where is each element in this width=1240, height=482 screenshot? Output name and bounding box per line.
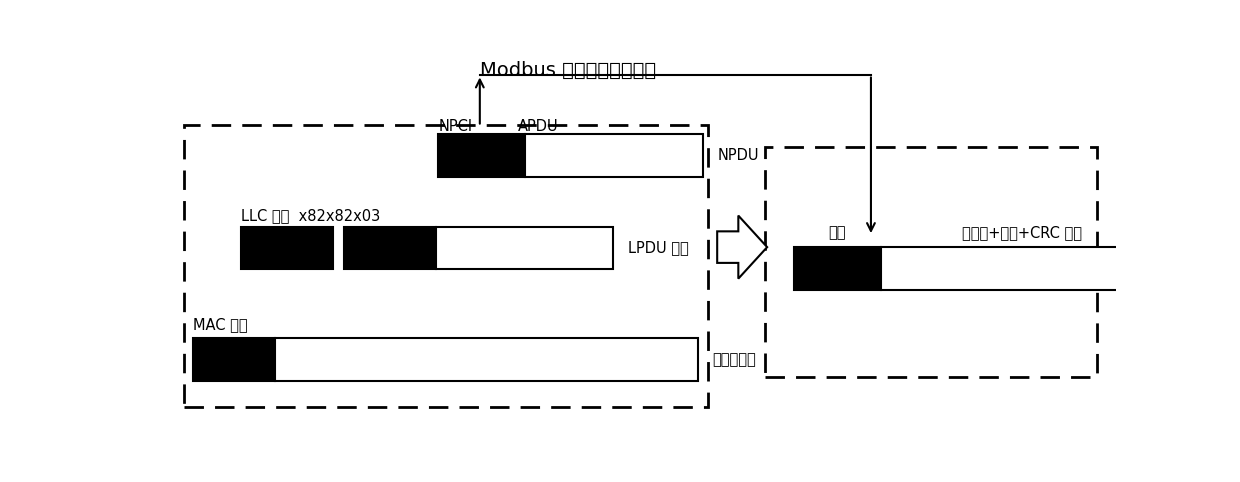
Text: APDU: APDU	[518, 119, 559, 134]
Bar	[794, 247, 880, 290]
Text: 地址: 地址	[828, 225, 846, 240]
Text: LPDU 报文: LPDU 报文	[627, 241, 688, 255]
Text: MAC 地址: MAC 地址	[193, 318, 248, 333]
FancyArrow shape	[717, 215, 768, 279]
Bar	[184, 125, 708, 407]
Bar	[525, 134, 703, 176]
Bar	[880, 247, 1164, 290]
Bar	[765, 147, 1096, 377]
Text: NPCI: NPCI	[439, 119, 472, 134]
Text: 物理层报文: 物理层报文	[712, 352, 756, 367]
Text: Modbus 设备地址路由实现: Modbus 设备地址路由实现	[480, 61, 656, 80]
Text: 功能码+内容+CRC 校验: 功能码+内容+CRC 校验	[962, 225, 1083, 240]
Bar	[435, 227, 614, 269]
Bar	[193, 338, 275, 381]
Bar	[345, 227, 435, 269]
Bar	[275, 338, 698, 381]
Bar	[439, 134, 525, 176]
Bar	[242, 227, 332, 269]
Text: NPDU: NPDU	[717, 148, 759, 163]
Text: LLC 长度  x82x82x03: LLC 长度 x82x82x03	[242, 208, 381, 223]
